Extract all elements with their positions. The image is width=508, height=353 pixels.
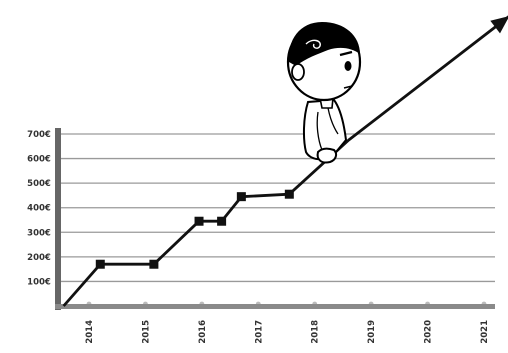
arrow-head — [490, 16, 508, 34]
boy-hair-swirl — [305, 39, 321, 49]
x-tick-label: 2020 — [424, 320, 434, 344]
x-tick-label: 2014 — [85, 320, 95, 344]
grid-lines — [61, 133, 495, 283]
boy-ear — [291, 63, 305, 81]
x-tick-label: 2021 — [480, 320, 490, 344]
y-tick-label: 100€ — [27, 277, 51, 287]
boy-mouth — [343, 85, 353, 89]
x-tick-label: 2019 — [367, 320, 377, 344]
series-layer — [62, 15, 508, 307]
boy-illustration — [286, 22, 362, 164]
y-tick-label: 200€ — [27, 253, 51, 263]
y-axis-line — [55, 128, 61, 310]
series-line — [62, 15, 508, 307]
boy-hand — [316, 147, 338, 164]
x-tick-label: 2018 — [311, 320, 321, 344]
y-tick-label: 300€ — [27, 228, 51, 238]
boy-eye — [344, 61, 352, 71]
y-tick-label: 700€ — [27, 130, 51, 140]
data-point-marker — [284, 189, 294, 199]
y-tick-label: 600€ — [27, 155, 51, 165]
boy-shirt-fold — [316, 111, 323, 151]
boy-hair — [288, 22, 360, 66]
x-axis-line — [55, 304, 495, 309]
data-point-marker — [236, 192, 246, 202]
x-tick-label: 2015 — [141, 320, 151, 344]
data-point-marker — [194, 216, 204, 226]
boy-shirt-fold — [327, 107, 339, 135]
boy-eyebrow — [339, 50, 353, 57]
x-tick-label: 2017 — [254, 320, 264, 344]
y-tick-label: 400€ — [27, 204, 51, 214]
y-tick-label: 500€ — [27, 179, 51, 189]
data-point-marker — [95, 259, 105, 269]
data-point-marker — [217, 216, 227, 226]
x-tick-label: 2016 — [198, 320, 208, 344]
y-axis-ticks: 100€ 200€ 300€ 400€ 500€ 600€ 700€ — [27, 130, 51, 287]
data-point-marker — [149, 259, 159, 269]
